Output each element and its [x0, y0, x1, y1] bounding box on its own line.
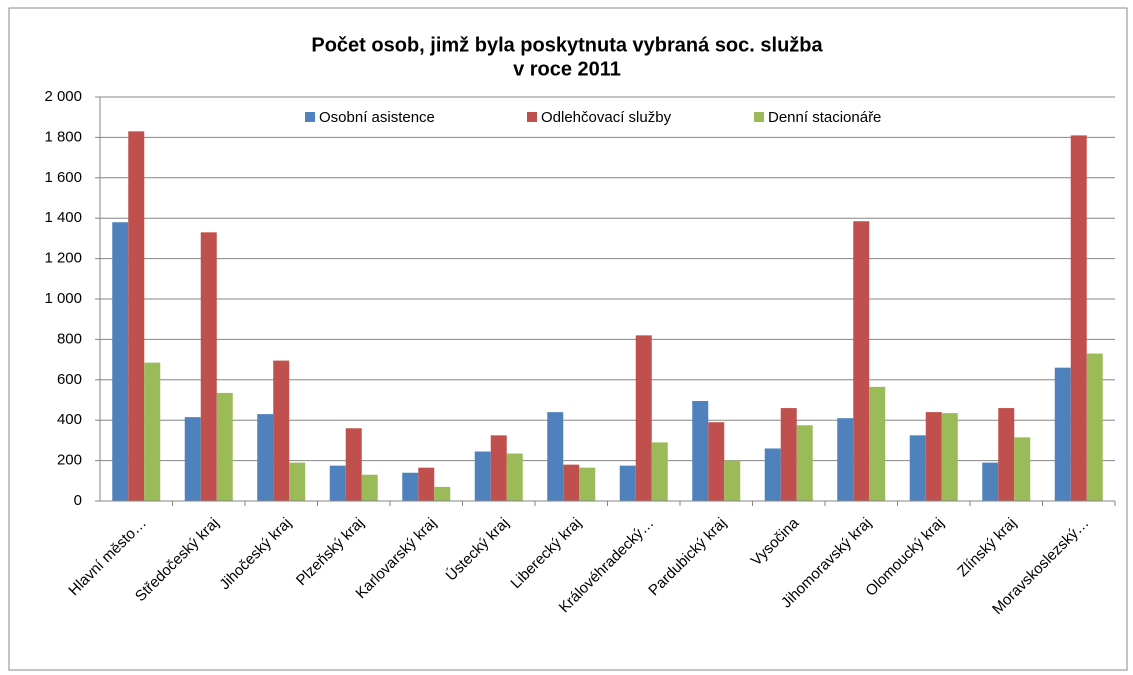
bar: [909, 435, 926, 501]
chart-title: Počet osob, jimž byla poskytnuta vybraná…: [311, 34, 823, 56]
y-tick-label: 1 800: [44, 128, 82, 145]
bar: [257, 414, 274, 501]
bar: [925, 412, 942, 501]
y-tick-label: 400: [57, 411, 82, 428]
bar: [998, 408, 1015, 501]
bar: [651, 442, 668, 501]
bar: [941, 413, 958, 501]
bar: [780, 408, 797, 501]
bar: [1086, 353, 1103, 501]
bar: [112, 222, 129, 502]
bar: [128, 131, 145, 501]
bar: [837, 418, 854, 501]
bar: [144, 362, 161, 501]
y-tick-label: 1 000: [44, 290, 82, 307]
y-tick-label: 1 400: [44, 209, 82, 226]
bar: [474, 451, 491, 501]
legend-label: Denní stacionáře: [768, 109, 881, 126]
y-tick-label: 600: [57, 371, 82, 388]
bar: [635, 335, 652, 501]
bar: [361, 474, 378, 501]
bar: [216, 392, 233, 501]
legend-label: Osobní asistence: [319, 109, 435, 126]
bar: [547, 412, 564, 501]
bar: [579, 467, 596, 501]
bar: [692, 401, 709, 501]
bar: [329, 465, 346, 501]
bar: [184, 417, 201, 501]
y-tick-label: 2 000: [44, 88, 82, 105]
chart-title: v roce 2011: [513, 58, 621, 80]
bar: [490, 435, 507, 501]
bar: [563, 464, 580, 501]
y-tick-label: 1 600: [44, 169, 82, 186]
bar: [1014, 437, 1031, 501]
legend-swatch: [527, 112, 537, 122]
y-tick-label: 800: [57, 330, 82, 347]
bar: [796, 425, 813, 501]
bar: [418, 467, 435, 501]
bar: [1070, 135, 1087, 501]
bar: [764, 448, 781, 501]
bar: [1054, 367, 1071, 501]
legend-label: Odlehčovací služby: [541, 109, 672, 126]
y-tick-label: 0: [74, 492, 82, 509]
bar: [619, 465, 636, 501]
bar: [289, 462, 306, 501]
y-tick-label: 200: [57, 452, 82, 469]
bar: [273, 360, 290, 501]
bar: [869, 386, 886, 501]
y-tick-label: 1 200: [44, 250, 82, 267]
bar: [345, 428, 362, 501]
bar: [200, 232, 217, 501]
bar: [982, 462, 999, 501]
bar: [724, 460, 741, 501]
legend-swatch: [305, 112, 315, 122]
bar: [506, 453, 523, 501]
bar: [853, 221, 870, 502]
legend-swatch: [754, 112, 764, 122]
bar: [402, 472, 419, 501]
bar: [708, 422, 725, 501]
bar: [434, 486, 451, 501]
